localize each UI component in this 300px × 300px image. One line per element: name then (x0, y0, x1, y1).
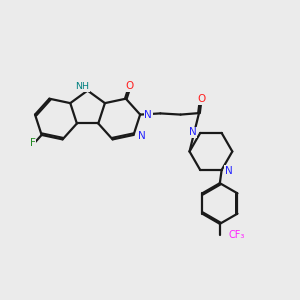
Text: CF₃: CF₃ (228, 230, 244, 240)
Text: N: N (144, 110, 152, 120)
Text: NH: NH (75, 82, 89, 91)
Text: N: N (225, 166, 233, 176)
Text: N: N (189, 128, 197, 137)
Text: F: F (30, 138, 35, 148)
Text: N: N (138, 130, 146, 140)
Text: O: O (125, 81, 134, 91)
Text: O: O (197, 94, 205, 104)
